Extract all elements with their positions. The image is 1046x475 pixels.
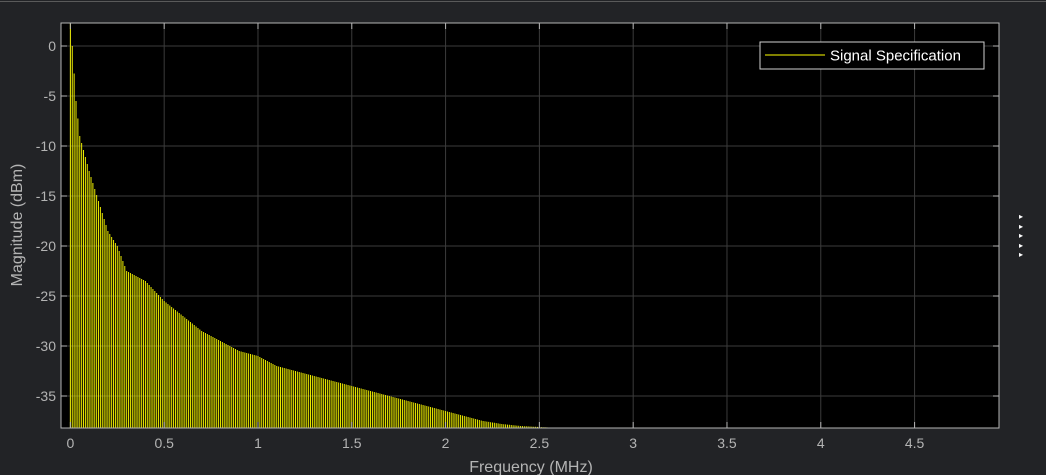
x-tick-label: 4 xyxy=(817,435,825,451)
legend-entry-label: Signal Specification xyxy=(830,48,961,65)
y-tick-label: -25 xyxy=(36,288,56,304)
spectral-lines xyxy=(69,23,557,428)
x-tick-label: 2.5 xyxy=(530,435,550,451)
y-tick-label: -30 xyxy=(36,338,56,354)
side-panel-toggle[interactable]: ▸ ▸ ▸ ▸ ▸ xyxy=(1019,212,1033,260)
x-axis-label: Frequency (MHz) xyxy=(469,459,593,475)
grid-lines xyxy=(61,23,999,428)
y-tick-label: -5 xyxy=(44,88,57,104)
side-marker-icon[interactable]: ▸ xyxy=(1019,221,1024,231)
y-tick-label: -35 xyxy=(36,388,56,404)
x-tick-label: 1.5 xyxy=(342,435,362,451)
side-marker-icon[interactable]: ▸ xyxy=(1019,240,1024,250)
y-tick-label: -20 xyxy=(36,238,56,254)
plot-frame xyxy=(60,22,1000,429)
y-tick-label: -15 xyxy=(36,188,56,204)
side-marker-icon[interactable]: ▸ xyxy=(1019,212,1024,221)
plot-area xyxy=(61,23,999,428)
x-tick-label: 4.5 xyxy=(905,435,925,451)
side-marker-icon[interactable]: ▸ xyxy=(1019,231,1024,240)
y-axis-ticks: 0 -5 -10 -15 -20 -25 -30 -35 xyxy=(36,38,999,404)
legend: Signal Specification xyxy=(759,41,985,70)
x-tick-label: 1 xyxy=(254,435,262,451)
x-tick-label: 3.5 xyxy=(717,435,737,451)
y-tick-label: -10 xyxy=(36,138,56,154)
x-tick-label: 3 xyxy=(629,435,637,451)
y-axis-label: Magnitude (dBm) xyxy=(9,164,26,287)
y-tick-label: 0 xyxy=(48,38,56,54)
x-tick-label: 0.5 xyxy=(154,435,174,451)
x-tick-label: 0 xyxy=(66,435,74,451)
side-marker-icon[interactable]: ▸ xyxy=(1019,250,1024,259)
signal-trace xyxy=(69,23,557,428)
x-axis-ticks: 0 0.5 1 1.5 2 2.5 3 3.5 4 4.5 xyxy=(66,23,925,451)
x-tick-label: 2 xyxy=(442,435,450,451)
